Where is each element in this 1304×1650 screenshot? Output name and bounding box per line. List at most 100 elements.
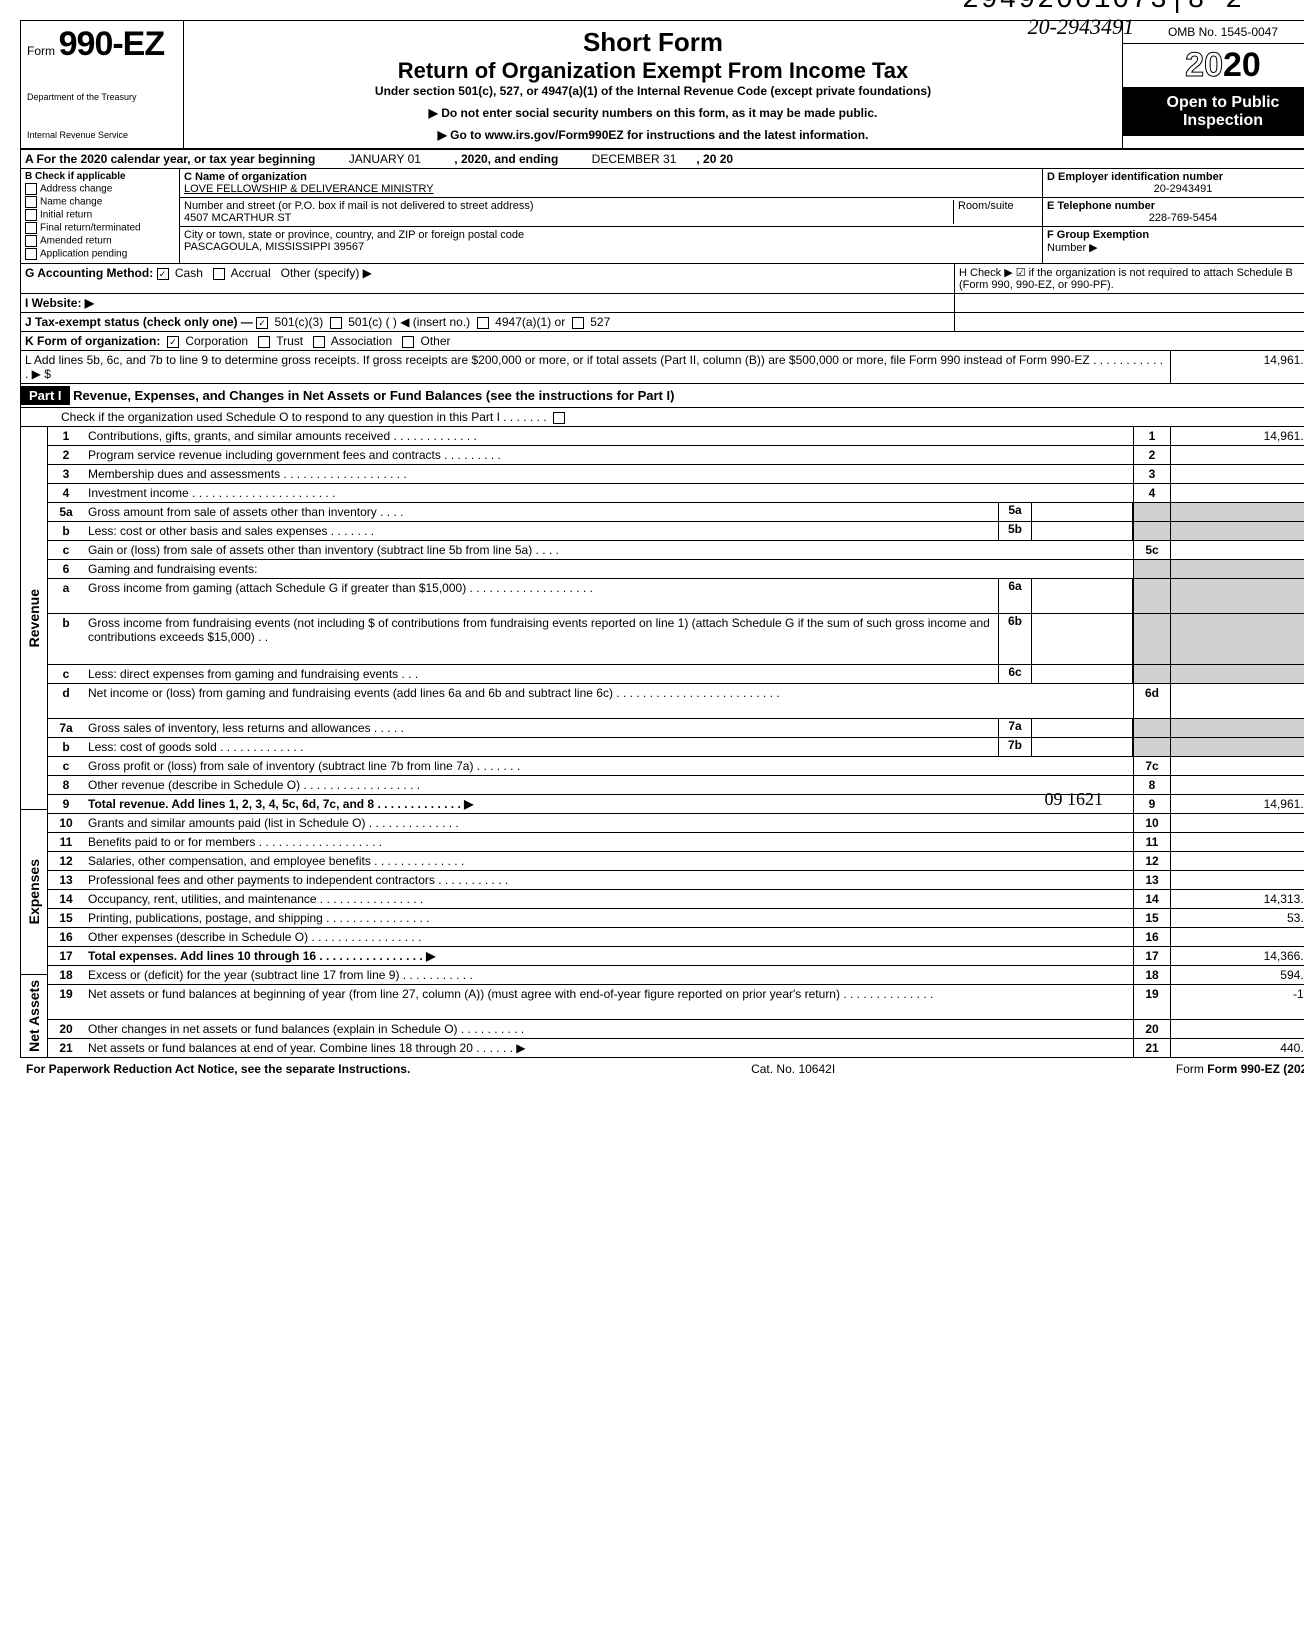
handwritten-total: 09 1621: [1045, 789, 1104, 810]
part-1-check-note: Check if the organization used Schedule …: [61, 410, 547, 424]
form-header: Form 990-EZ Department of the Treasury I…: [21, 21, 1304, 150]
line-9-amt: 14,961.20: [1171, 795, 1304, 813]
j-opt1: 501(c)(3): [275, 315, 324, 329]
line-4-amt: 0: [1171, 484, 1304, 502]
website-note: ▶ Go to www.irs.gov/Form990EZ for instru…: [194, 128, 1112, 142]
tax-year: 2020: [1123, 44, 1304, 88]
return-title: Return of Organization Exempt From Incom…: [194, 58, 1112, 84]
checkbox-trust[interactable]: [258, 336, 270, 348]
line-19-amt: -154: [1171, 985, 1304, 1019]
ein-value: 20-2943491: [1047, 183, 1304, 195]
line-16-amt: 0: [1171, 928, 1304, 946]
k-assoc: Association: [331, 334, 392, 348]
line-10-amt: 0: [1171, 814, 1304, 832]
line-g-h: G Accounting Method: ✓ Cash Accrual Othe…: [21, 264, 1304, 294]
checkbox-final-return[interactable]: [25, 222, 37, 234]
other-label: Other (specify) ▶: [281, 266, 372, 280]
checkbox-4947[interactable]: [477, 317, 489, 329]
line-3-desc: Membership dues and assessments . . . . …: [84, 465, 1133, 483]
line-7c-desc: Gross profit or (loss) from sale of inve…: [84, 757, 1133, 775]
checkbox-other[interactable]: [402, 336, 414, 348]
line-7a-desc: Gross sales of inventory, less returns a…: [84, 719, 998, 737]
box-d-label: D Employer identification number: [1047, 171, 1223, 183]
line-12-desc: Salaries, other compensation, and employ…: [84, 852, 1133, 870]
checkbox-accrual[interactable]: [213, 268, 225, 280]
form-prefix: Form: [27, 44, 55, 58]
line-8-amt: 0: [1171, 776, 1304, 794]
room-label: Room/suite: [958, 200, 1014, 212]
line-20-desc: Other changes in net assets or fund bala…: [84, 1020, 1133, 1038]
line-17-desc: Total expenses. Add lines 10 through 16 …: [84, 947, 1133, 965]
line-20-amt: [1171, 1020, 1304, 1038]
side-revenue: Revenue: [24, 585, 44, 651]
open-line2: Inspection: [1125, 112, 1304, 130]
line-i: I Website: ▶: [25, 296, 94, 310]
cash-label: Cash: [175, 266, 203, 280]
line-5b-desc: Less: cost or other basis and sales expe…: [84, 522, 998, 540]
checkbox-501c[interactable]: [330, 317, 342, 329]
checkbox-name-change[interactable]: [25, 196, 37, 208]
cb-label: Address change: [40, 184, 112, 195]
side-expenses: Expenses: [24, 855, 44, 928]
checkbox-initial-return[interactable]: [25, 209, 37, 221]
line-18-desc: Excess or (deficit) for the year (subtra…: [84, 966, 1133, 984]
line-5c-amt: 0: [1171, 541, 1304, 559]
line-2-amt: 0: [1171, 446, 1304, 464]
line-g-label: G Accounting Method:: [25, 266, 153, 280]
box-b-title: B Check if applicable: [25, 171, 175, 182]
footer-right: Form Form 990-EZ (2020): [1176, 1062, 1304, 1076]
line-4-desc: Investment income . . . . . . . . . . . …: [84, 484, 1133, 502]
cb-label: Final return/terminated: [40, 223, 141, 234]
checkbox-501c3[interactable]: ✓: [256, 317, 268, 329]
line-j-label: J Tax-exempt status (check only one) —: [25, 315, 253, 329]
k-corp: Corporation: [185, 334, 248, 348]
checkbox-corp[interactable]: ✓: [167, 336, 179, 348]
line-10-desc: Grants and similar amounts paid (list in…: [84, 814, 1133, 832]
line-k-label: K Form of organization:: [25, 334, 160, 348]
checkbox-cash[interactable]: ✓: [157, 268, 169, 280]
form-number: 990-EZ: [59, 25, 165, 63]
subtitle: Under section 501(c), 527, or 4947(a)(1)…: [194, 84, 1112, 98]
checkbox-amended[interactable]: [25, 235, 37, 247]
line-13-desc: Professional fees and other payments to …: [84, 871, 1133, 889]
k-other: Other: [421, 334, 451, 348]
omb-number: OMB No. 1545-0047: [1123, 21, 1304, 44]
line-l: L Add lines 5b, 6c, and 7b to line 9 to …: [25, 353, 1163, 381]
checkbox-address-change[interactable]: [25, 183, 37, 195]
part-1-label: Part I: [21, 386, 70, 405]
accrual-label: Accrual: [231, 266, 271, 280]
line-a-suffix: , 20 20: [696, 152, 733, 166]
line-14-amt: 14,313.84: [1171, 890, 1304, 908]
line-21-amt: 440.36: [1171, 1039, 1304, 1057]
street-value: 4507 MCARTHUR ST: [184, 212, 291, 224]
line-18-amt: 594.36: [1171, 966, 1304, 984]
street-label: Number and street (or P.O. box if mail i…: [184, 200, 534, 212]
city-label: City or town, state or province, country…: [184, 229, 524, 241]
open-to-public: Open to Public Inspection: [1123, 88, 1304, 136]
city-value: PASCAGOULA, MISSISSIPPI 39567: [184, 241, 364, 253]
footer-right-text: Form 990-EZ (2020): [1207, 1062, 1304, 1076]
line-17-amt: 14,366.86: [1171, 947, 1304, 965]
line-6d-amt: 0: [1171, 684, 1304, 718]
k-trust: Trust: [276, 334, 303, 348]
info-block: B Check if applicable Address change Nam…: [21, 169, 1304, 264]
line-l-amount: 14,961.20: [1170, 351, 1304, 383]
year-outline: 20: [1185, 46, 1223, 84]
line-a-mid: , 2020, and ending: [454, 152, 558, 166]
checkbox-pending[interactable]: [25, 248, 37, 260]
j-opt4: 527: [590, 315, 610, 329]
cb-label: Application pending: [40, 249, 127, 260]
line-6a-desc: Gross income from gaming (attach Schedul…: [84, 579, 998, 613]
j-opt3: 4947(a)(1) or: [495, 315, 565, 329]
line-21-desc: Net assets or fund balances at end of ye…: [84, 1039, 1133, 1057]
checkbox-schedule-o[interactable]: [553, 412, 565, 424]
footer: For Paperwork Reduction Act Notice, see …: [20, 1058, 1304, 1080]
box-c-label: C Name of organization: [184, 171, 307, 183]
line-15-amt: 53.00: [1171, 909, 1304, 927]
checkbox-527[interactable]: [572, 317, 584, 329]
year-bold: 20: [1223, 46, 1261, 84]
line-2-desc: Program service revenue including govern…: [84, 446, 1133, 464]
checkbox-assoc[interactable]: [313, 336, 325, 348]
box-f-label: F Group Exemption: [1047, 229, 1149, 241]
short-form-title: Short Form: [194, 27, 1112, 58]
